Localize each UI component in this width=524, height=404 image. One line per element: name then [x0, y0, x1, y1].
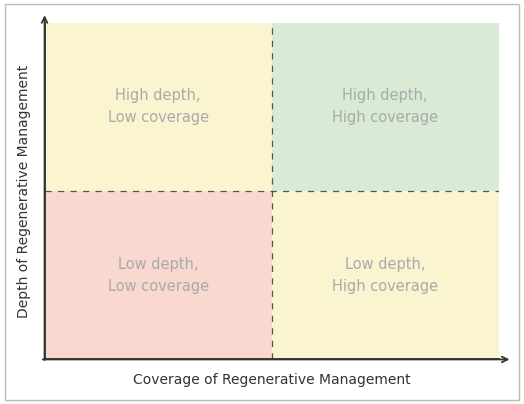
Bar: [271, 191, 499, 360]
Text: High depth,
Low coverage: High depth, Low coverage: [107, 88, 209, 125]
Text: Low depth,
High coverage: Low depth, High coverage: [332, 257, 438, 294]
Bar: [271, 23, 499, 191]
X-axis label: Coverage of Regenerative Management: Coverage of Regenerative Management: [133, 373, 410, 387]
Y-axis label: Depth of Regenerative Management: Depth of Regenerative Management: [17, 64, 31, 318]
Text: Low depth,
Low coverage: Low depth, Low coverage: [107, 257, 209, 294]
Bar: [45, 191, 271, 360]
Text: High depth,
High coverage: High depth, High coverage: [332, 88, 438, 125]
Bar: [45, 23, 271, 191]
